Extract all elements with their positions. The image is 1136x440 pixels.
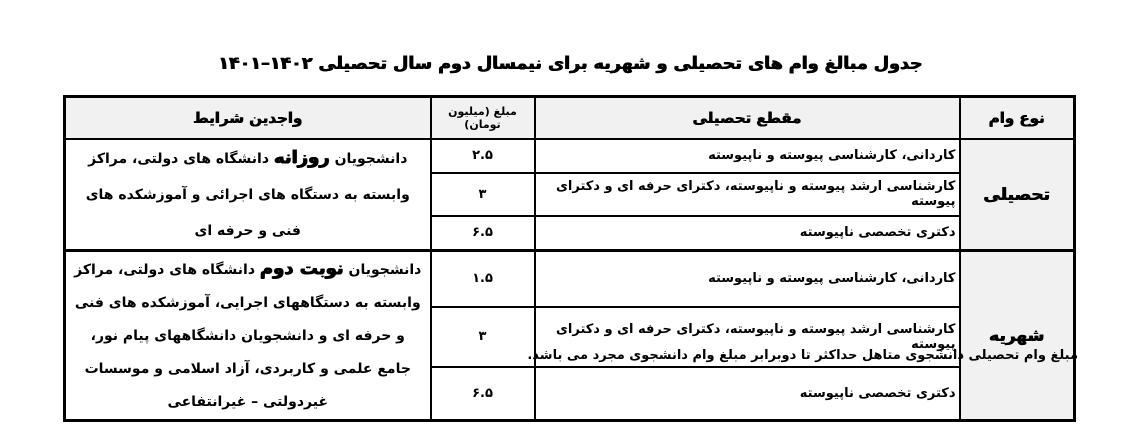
section-shahrie: شهریه کاردانی، کارشناسی پیوسته و ناپیوست… xyxy=(63,248,1076,422)
table-row: تحصیلی کاردانی، کارشناسی پیوسته و ناپیوس… xyxy=(63,138,1076,252)
level-cell: کارشناسی ارشد پیوسته و ناپیوسته، دکترای … xyxy=(533,305,961,368)
header-level: مقطع تحصیلی xyxy=(533,95,961,140)
section-tahsili: تحصیلی کاردانی، کارشناسی پیوسته و ناپیوس… xyxy=(63,138,1076,252)
level-cell: کارشناسی ارشد پیوسته و ناپیوسته، دکترای … xyxy=(533,171,961,217)
table-row: کارشناسی ارشد پیوسته و ناپیوسته، دکترای … xyxy=(65,171,1075,217)
page-title: جدول مبالغ وام های تحصیلی و شهریه برای ن… xyxy=(218,54,923,74)
header-amount: مبلغ (میلیون تومان) xyxy=(429,95,536,140)
loan-type-cell-shahrie: شهریه xyxy=(958,249,1076,422)
table-row: دکتری تخصصی ناپیوسته ۶.۵ xyxy=(65,214,1075,252)
table-row: دکتری تخصصی ناپیوسته ۶.۵ xyxy=(65,365,1075,422)
loan-amounts-table: نوع وام مقطع تحصیلی مبلغ (میلیون تومان) … xyxy=(63,95,1076,422)
eligible-text-prefix: دانشجویان xyxy=(348,262,422,278)
amount-cell: ۲.۵ xyxy=(429,138,536,174)
eligible-text-highlight: روزانه xyxy=(273,147,330,168)
eligible-text-highlight: نوبت دوم xyxy=(259,258,344,279)
eligible-cell-shahrie: دانشجویان نوبت دوم دانشگاه های دولتی، مر… xyxy=(63,249,432,422)
level-cell: دکتری تخصصی ناپیوسته xyxy=(533,214,961,252)
level-cell: کاردانی، کارشناسی پیوسته و ناپیوسته xyxy=(533,248,961,308)
footnote-text: مبلغ وام تحصیلی دانشجوی متاهل حداکثر تا … xyxy=(527,348,1078,363)
loan-type-cell-tahsili: تحصیلی xyxy=(958,138,1076,252)
eligible-text-rest: دانشگاه های دولتی، مراکز وابسته به دستگا… xyxy=(85,151,410,239)
level-cell: دکتری تخصصی ناپیوسته xyxy=(533,365,961,422)
table-row: کارشناسی ارشد پیوسته و ناپیوسته، دکترای … xyxy=(65,305,1075,368)
amount-cell: ۳ xyxy=(429,305,536,368)
amount-cell: ۶.۵ xyxy=(429,365,536,422)
table-header-row: نوع وام مقطع تحصیلی مبلغ (میلیون تومان) … xyxy=(63,95,1076,140)
header-loan-type: نوع وام xyxy=(958,95,1076,140)
eligible-text-prefix: دانشجویان xyxy=(334,151,408,167)
header-eligible: واجدین شرایط xyxy=(63,95,432,140)
amount-cell: ۱.۵ xyxy=(429,248,536,308)
level-cell: کاردانی، کارشناسی پیوسته و ناپیوسته xyxy=(533,138,961,174)
amount-cell: ۶.۵ xyxy=(429,214,536,252)
amount-cell: ۳ xyxy=(429,171,536,217)
table-row: شهریه کاردانی، کارشناسی پیوسته و ناپیوست… xyxy=(63,248,1076,422)
eligible-text-rest: دانشگاه های دولتی، مراکز وابسته به دستگا… xyxy=(74,262,421,410)
eligible-cell-tahsili: دانشجویان روزانه دانشگاه های دولتی، مراک… xyxy=(63,138,432,252)
